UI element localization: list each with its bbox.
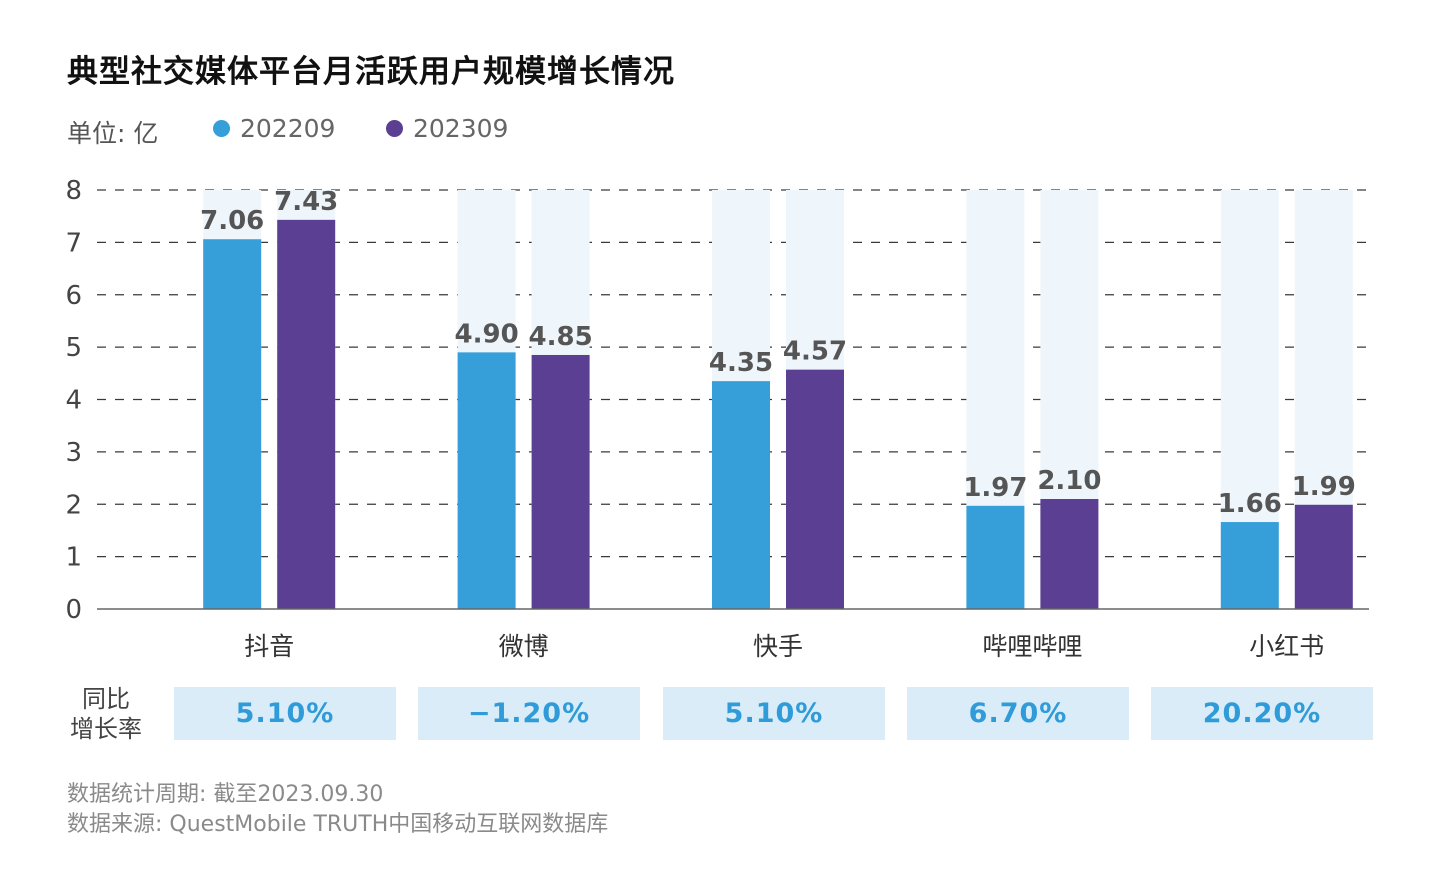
data-label-bilibili-202309: 2.10 (1037, 466, 1101, 496)
y-tick-label-4: 4 (65, 386, 82, 416)
bar-chart: 0 1 2 3 4 5 6 7 8 7.06 7.43 抖音 4.90 4.85 微博 4.35 4.57 快手 1… (65, 176, 1369, 661)
y-tick-label-5: 5 (65, 333, 82, 363)
x-tick-label-douyin: 抖音 (244, 632, 294, 661)
growth-header-line1: 同比 (82, 685, 130, 713)
data-label-bilibili-202209: 1.97 (963, 473, 1027, 503)
data-label-xiaohongshu-202309: 1.99 (1292, 472, 1356, 502)
bar-kuaishou-202309 (786, 369, 844, 609)
bar-weibo-202309 (531, 354, 590, 609)
growth-header-line2: 增长率 (70, 715, 142, 743)
growth-value-douyin: 5.10% (174, 687, 396, 740)
legend-label-202309: 202309 (413, 114, 509, 143)
bar-bilibili-202309 (1040, 499, 1099, 609)
y-tick-label-1: 1 (65, 543, 82, 573)
x-tick-label-kuaishou: 快手 (753, 632, 803, 661)
x-tick-label-xiaohongshu: 小红书 (1249, 632, 1324, 661)
legend-swatch-202309 (386, 120, 403, 137)
y-tick-label-6: 6 (65, 281, 82, 311)
unit-label: 单位: 亿 (67, 119, 159, 148)
note-source: 数据来源: QuestMobile TRUTH中国移动互联网数据库 (67, 812, 609, 837)
bar-douyin-202209 (203, 239, 262, 610)
legend-item-202209: 202209 (213, 114, 335, 143)
bar-bilibili-202209 (966, 505, 1025, 609)
y-tick-label-3: 3 (65, 438, 82, 468)
y-tick-label-0: 0 (65, 595, 82, 625)
legend-swatch-202209 (213, 120, 230, 137)
growth-header: 同比 增长率 (64, 684, 148, 744)
y-tick-label-8: 8 (65, 176, 82, 206)
x-tick-label-bilibili: 哔哩哔哩 (982, 632, 1082, 661)
chart-title: 典型社交媒体平台月活跃用户规模增长情况 (67, 54, 675, 90)
growth-value-weibo: −1.20% (418, 687, 640, 740)
data-label-douyin-202209: 7.06 (200, 206, 264, 236)
growth-value-kuaishou: 5.10% (663, 687, 885, 740)
legend-label-202209: 202209 (240, 114, 336, 143)
bar-weibo-202209 (457, 352, 516, 609)
growth-value-xiaohongshu: 20.20% (1151, 687, 1373, 740)
data-label-douyin-202309: 7.43 (274, 187, 338, 217)
data-label-weibo-202209: 4.90 (455, 319, 519, 349)
bar-xiaohongshu-202209 (1220, 522, 1279, 609)
bar-douyin-202309 (277, 219, 336, 609)
y-tick-label-2: 2 (65, 490, 82, 520)
bar-xiaohongshu-202309 (1294, 504, 1353, 609)
x-tick-label-weibo: 微博 (499, 632, 549, 661)
data-label-kuaishou-202209: 4.35 (709, 348, 773, 378)
y-tick-label-7: 7 (65, 228, 82, 258)
bar-kuaishou-202209 (712, 381, 770, 609)
note-period: 数据统计周期: 截至2023.09.30 (67, 782, 384, 807)
data-label-kuaishou-202309: 4.57 (783, 337, 847, 367)
legend-item-202309: 202309 (386, 114, 508, 143)
data-label-xiaohongshu-202209: 1.66 (1218, 489, 1282, 519)
growth-value-bilibili: 6.70% (907, 687, 1129, 740)
data-label-weibo-202309: 4.85 (529, 322, 593, 352)
